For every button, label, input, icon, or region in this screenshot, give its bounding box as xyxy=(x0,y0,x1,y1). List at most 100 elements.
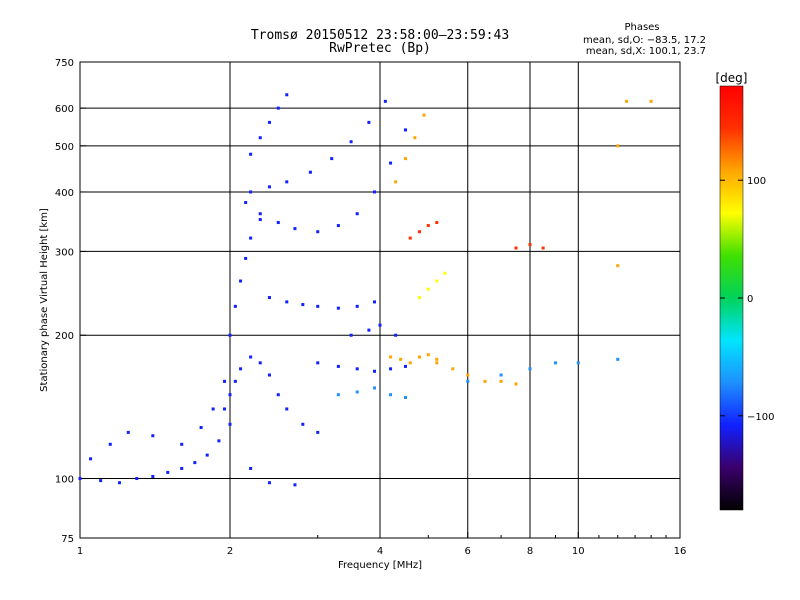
data-point xyxy=(483,379,487,383)
data-point xyxy=(383,99,387,103)
data-point xyxy=(336,224,340,228)
data-point xyxy=(276,221,280,225)
x-axis-label: Frequency [MHz] xyxy=(338,560,422,571)
data-point xyxy=(499,379,503,383)
data-point xyxy=(205,453,209,457)
y-axis-label: Stationary phase Virtual Height [km] xyxy=(39,208,50,392)
data-point xyxy=(349,333,353,337)
data-point xyxy=(239,367,243,371)
data-point xyxy=(267,296,271,300)
data-point xyxy=(151,434,155,438)
data-point xyxy=(193,461,197,465)
data-point xyxy=(308,170,312,174)
data-point xyxy=(528,367,532,371)
data-point xyxy=(389,355,393,359)
data-point xyxy=(267,373,271,377)
data-point xyxy=(180,466,184,470)
data-point xyxy=(355,367,359,371)
data-point xyxy=(108,442,112,446)
phases-title: Phases xyxy=(624,22,660,33)
data-point xyxy=(244,256,248,260)
x-tick-label: 1 xyxy=(77,546,83,557)
y-tick-label: 500 xyxy=(55,142,74,153)
data-point xyxy=(499,373,503,377)
y-tick-label: 300 xyxy=(55,247,74,258)
colorbar-tick-label: 0 xyxy=(747,294,753,305)
data-point xyxy=(228,422,232,426)
data-point xyxy=(285,180,289,184)
data-point xyxy=(293,227,297,231)
data-point xyxy=(258,218,262,222)
y-tick-label: 600 xyxy=(55,104,74,115)
data-point xyxy=(126,430,130,434)
x-tick-label: 16 xyxy=(674,546,687,557)
data-point xyxy=(413,136,417,140)
data-point xyxy=(389,393,393,397)
x-tick-label: 6 xyxy=(465,546,471,557)
data-point xyxy=(228,333,232,337)
data-point xyxy=(249,236,253,240)
data-point xyxy=(78,477,82,481)
data-point xyxy=(199,425,203,429)
colorbar-tick-label: 100 xyxy=(747,176,766,187)
data-point xyxy=(373,190,377,194)
data-point xyxy=(426,287,430,291)
data-point xyxy=(166,470,170,474)
data-point xyxy=(408,236,412,240)
y-tick-label: 75 xyxy=(61,534,74,545)
data-point xyxy=(616,144,620,148)
data-point xyxy=(389,367,393,371)
data-point xyxy=(233,379,237,383)
data-point xyxy=(649,99,653,103)
x-tick-label: 8 xyxy=(527,546,533,557)
colorbar-label: [deg] xyxy=(716,71,748,85)
data-point xyxy=(349,140,353,144)
data-point xyxy=(389,161,393,165)
data-point xyxy=(616,264,620,268)
data-point xyxy=(285,300,289,304)
data-point xyxy=(367,120,371,124)
x-tick-label: 10 xyxy=(572,546,585,557)
data-point xyxy=(258,136,262,140)
data-point xyxy=(258,212,262,216)
data-point xyxy=(443,271,447,275)
data-point xyxy=(285,93,289,97)
data-point xyxy=(267,185,271,189)
data-point xyxy=(228,393,232,397)
data-point xyxy=(89,457,93,461)
data-point xyxy=(466,373,470,377)
data-point xyxy=(336,306,340,310)
data-point xyxy=(426,224,430,228)
data-point xyxy=(217,439,221,443)
data-point xyxy=(403,157,407,161)
data-point xyxy=(267,481,271,485)
data-point xyxy=(394,333,398,337)
y-tick-label: 400 xyxy=(55,188,74,199)
data-point xyxy=(211,407,215,411)
data-point xyxy=(528,243,532,247)
data-point xyxy=(373,386,377,390)
data-point xyxy=(435,221,439,225)
y-tick-label: 100 xyxy=(55,475,74,486)
data-point xyxy=(435,279,439,283)
data-point xyxy=(417,296,421,300)
data-point xyxy=(301,422,305,426)
data-point xyxy=(466,379,470,383)
chart-title-line2: RwPretec (Bp) xyxy=(329,41,431,56)
data-point xyxy=(223,407,227,411)
data-point xyxy=(367,328,371,332)
data-point xyxy=(135,477,139,481)
data-point xyxy=(316,430,320,434)
data-point xyxy=(267,120,271,124)
data-point xyxy=(553,361,557,365)
data-point xyxy=(408,361,412,365)
data-point xyxy=(258,361,262,365)
data-point xyxy=(403,395,407,399)
data-point xyxy=(625,99,629,103)
data-point xyxy=(301,303,305,307)
data-point xyxy=(249,466,253,470)
data-point xyxy=(336,393,340,397)
data-point xyxy=(514,382,518,386)
data-point xyxy=(316,230,320,234)
